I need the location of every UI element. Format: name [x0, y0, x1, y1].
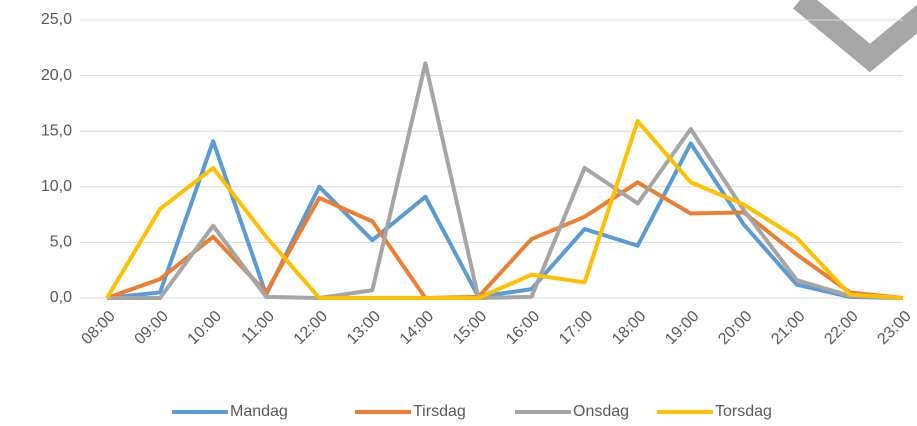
legend-label: Tirsdag — [413, 403, 466, 420]
x-tick-label: 19:00 — [662, 308, 702, 348]
series-line — [107, 61, 904, 300]
x-tick-label: 08:00 — [78, 308, 118, 348]
x-tick-label: 11:00 — [239, 308, 279, 348]
x-tick-label: 10:00 — [185, 308, 225, 348]
x-tick-label: 13:00 — [344, 308, 384, 348]
y-tick-label: 20,0 — [41, 67, 72, 84]
y-tick-label: 0,0 — [50, 289, 72, 306]
legend-label: Onsdag — [573, 403, 629, 420]
series-line — [106, 139, 904, 300]
y-tick-label: 5,0 — [50, 234, 72, 251]
x-tick-label: 22:00 — [821, 308, 861, 348]
x-tick-label: 23:00 — [874, 308, 914, 348]
x-tick-label: 18:00 — [609, 308, 649, 348]
decoration-chevron — [792, 0, 917, 73]
x-tick-label: 15:00 — [450, 308, 490, 348]
legend-label: Mandag — [230, 403, 288, 420]
legend-label: Torsdag — [715, 403, 772, 420]
x-tick-label: 14:00 — [397, 308, 437, 348]
x-tick-label: 09:00 — [132, 308, 172, 348]
x-tick-label: 17:00 — [556, 308, 596, 348]
series-line — [105, 119, 904, 300]
y-tick-label: 25,0 — [41, 11, 72, 28]
x-tick-label: 20:00 — [715, 308, 755, 348]
x-tick-label: 12:00 — [291, 308, 331, 348]
y-tick-label: 10,0 — [41, 178, 72, 195]
x-tick-label: 21:00 — [768, 308, 808, 348]
y-tick-label: 15,0 — [41, 122, 72, 139]
x-tick-label: 16:00 — [503, 308, 543, 348]
